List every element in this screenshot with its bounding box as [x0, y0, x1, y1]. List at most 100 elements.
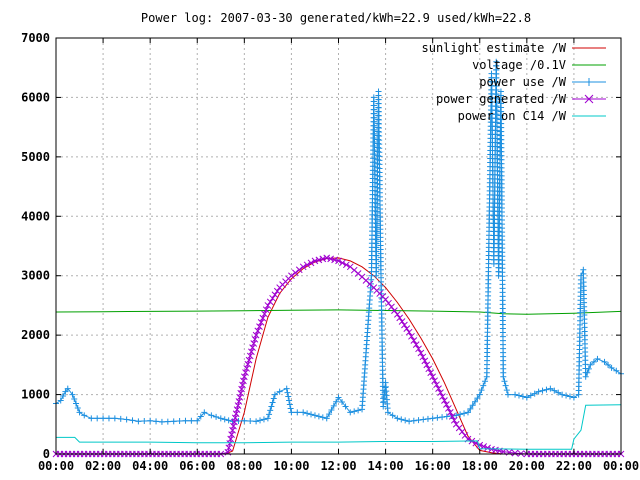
data-point-cross: [433, 381, 440, 389]
data-point-plus: [608, 364, 615, 371]
data-point-cross: [245, 356, 253, 364]
data-point-plus: [111, 415, 118, 422]
data-point-plus: [429, 415, 436, 422]
y-tick-label: 2000: [21, 328, 50, 342]
data-point-plus: [288, 409, 295, 416]
data-point-cross: [423, 361, 431, 369]
data-point-plus: [264, 415, 271, 422]
data-point-cross: [425, 365, 433, 373]
data-point-plus: [147, 417, 154, 424]
data-point-plus: [241, 417, 248, 424]
data-point-plus: [141, 418, 148, 425]
data-point-plus: [515, 392, 522, 399]
data-point-cross: [398, 318, 406, 325]
data-point-cross: [323, 254, 331, 262]
data-point-plus: [434, 414, 441, 421]
data-point-cross: [385, 299, 392, 307]
data-point-cross: [257, 319, 265, 326]
data-point-cross: [233, 406, 241, 414]
data-point-plus: [73, 400, 80, 407]
data-point-cross: [239, 381, 246, 389]
data-point-cross: [295, 266, 303, 274]
data-point-plus: [319, 414, 326, 421]
y-tick-label: 4000: [21, 209, 50, 223]
data-point-plus: [57, 397, 64, 404]
data-point-plus: [221, 416, 228, 423]
data-point-plus: [351, 408, 358, 415]
data-point-cross: [269, 294, 276, 302]
data-point-plus: [270, 395, 277, 402]
data-point-plus: [88, 415, 95, 422]
data-point-cross: [232, 410, 240, 418]
data-point-cross: [246, 352, 254, 360]
data-point-plus: [505, 391, 511, 398]
data-point-plus: [555, 389, 562, 396]
data-point-cross: [403, 325, 411, 332]
series-line: [56, 404, 622, 450]
data-point-plus: [123, 416, 130, 423]
y-tick-label: 5000: [21, 150, 50, 164]
x-tick-label: 16:00: [415, 459, 451, 473]
data-point-plus: [225, 417, 232, 424]
series-4: [56, 404, 622, 450]
data-point-plus: [559, 391, 566, 398]
data-point-cross: [419, 353, 427, 361]
data-point-plus: [587, 361, 594, 368]
data-point-plus: [539, 387, 546, 394]
data-point-plus: [323, 415, 330, 422]
data-point-plus: [439, 414, 446, 421]
data-point-plus: [257, 417, 264, 424]
data-point-cross: [311, 257, 319, 265]
data-point-cross: [291, 269, 299, 277]
data-point-cross: [382, 296, 389, 303]
data-point-plus: [217, 415, 224, 422]
data-point-cross: [262, 306, 270, 314]
data-point-cross: [251, 335, 259, 343]
data-point-cross: [299, 263, 307, 271]
data-point-plus: [584, 369, 591, 376]
data-point-cross: [335, 257, 342, 265]
data-point-plus: [158, 418, 165, 425]
data-point-plus: [269, 399, 276, 406]
data-point-plus: [333, 398, 340, 405]
data-point-plus: [355, 407, 362, 414]
data-point-plus: [467, 405, 474, 412]
data-point-cross: [240, 373, 248, 381]
data-point-plus: [247, 418, 254, 425]
data-point-cross: [254, 327, 262, 335]
data-point-plus: [188, 417, 195, 424]
data-point-plus: [300, 409, 307, 416]
data-point-cross: [303, 261, 311, 269]
data-point-plus: [415, 417, 422, 424]
data-point-cross: [435, 385, 442, 392]
data-point-cross: [234, 402, 242, 409]
data-point-plus: [410, 417, 417, 424]
data-point-cross: [448, 413, 456, 420]
data-point-cross: [240, 377, 247, 385]
data-point-plus: [585, 78, 593, 86]
data-point-cross: [421, 357, 429, 365]
data-point-cross: [231, 414, 239, 422]
data-point-plus: [347, 409, 354, 416]
data-point-plus: [535, 388, 542, 395]
data-point-cross: [252, 331, 260, 339]
data-point-cross: [408, 332, 415, 340]
data-point-cross: [319, 255, 327, 263]
data-point-cross: [266, 298, 274, 306]
series-2: [53, 58, 624, 425]
data-point-cross: [401, 321, 408, 329]
data-point-plus: [585, 365, 592, 372]
data-point-plus: [182, 417, 189, 424]
data-point-plus: [335, 394, 342, 401]
data-point-plus: [286, 397, 293, 404]
data-point-plus: [339, 399, 346, 405]
data-point-cross: [445, 405, 452, 412]
data-point-plus: [268, 403, 275, 410]
data-point-cross: [461, 432, 469, 439]
data-point-plus: [326, 411, 333, 418]
data-point-plus: [69, 391, 76, 398]
data-point-cross: [259, 314, 267, 322]
data-point-plus: [129, 417, 136, 424]
series-line: [55, 309, 622, 315]
